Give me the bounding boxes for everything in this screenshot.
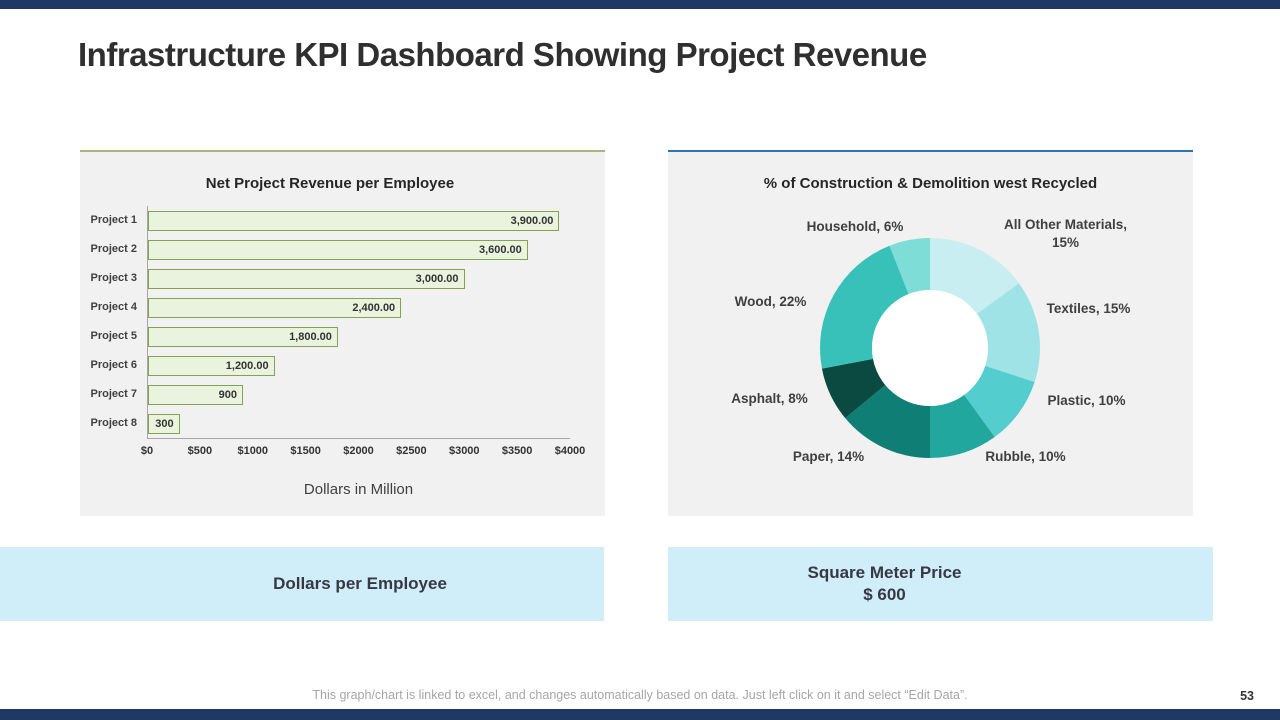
bar-value-label: 900 bbox=[218, 388, 237, 401]
bar-category-labels: Project 1 Project 2 Project 3 Project 4 Proj… bbox=[90, 206, 147, 439]
x-axis-tick: $4000 bbox=[554, 445, 586, 457]
bar-track: 3,900.00 bbox=[148, 206, 570, 235]
bar-category-label: Project 7 bbox=[90, 388, 137, 400]
bar-category-label: Project 5 bbox=[90, 330, 137, 342]
bar-value-label: 3,000.00 bbox=[415, 272, 459, 285]
right-caption-line1: Square Meter Price bbox=[807, 563, 962, 582]
bottom-accent-bar bbox=[0, 709, 1280, 720]
panel-accent-line-blue bbox=[668, 150, 1193, 152]
donut-segment-rubble[interactable] bbox=[930, 394, 995, 458]
right-caption-line2: $ 600 bbox=[863, 585, 906, 604]
bar[interactable]: 900 bbox=[148, 384, 243, 405]
bar-track: 2,400.00 bbox=[148, 293, 570, 322]
bar-plot-area[interactable]: 3,900.00 3,600.00 3,000.00 2,400.00 1,800.00… bbox=[147, 206, 570, 439]
bar[interactable]: 1,800.00 bbox=[148, 326, 338, 347]
donut-label-paper: Paper, 14% bbox=[792, 449, 865, 464]
bar-value-label: 300 bbox=[155, 417, 174, 430]
bar-track: 1,800.00 bbox=[148, 322, 570, 351]
page-title: Infrastructure KPI Dashboard Showing Pro… bbox=[78, 36, 927, 73]
bar-value-label: 3,600.00 bbox=[478, 243, 522, 256]
donut-segment-wood[interactable] bbox=[820, 245, 909, 369]
x-axis-tick: $1500 bbox=[290, 445, 321, 457]
x-axis-tick: $500 bbox=[187, 445, 213, 457]
bar-track: 1,200.00 bbox=[148, 351, 570, 380]
x-axis-tick: $2500 bbox=[396, 445, 427, 457]
donut-label-plastic: Plastic, 10% bbox=[1047, 393, 1126, 408]
bar-value-label: 1,200.00 bbox=[225, 359, 269, 372]
bar-chart[interactable]: Project 1 Project 2 Project 3 Project 4 Proj… bbox=[90, 206, 570, 439]
bar-track: 300 bbox=[148, 409, 570, 438]
bar[interactable]: 3,000.00 bbox=[148, 268, 465, 289]
bar-category-label: Project 3 bbox=[90, 272, 137, 284]
top-accent-bar bbox=[0, 0, 1280, 9]
x-axis-tick: $3000 bbox=[448, 445, 480, 457]
donut-chart-area: Household, 6% All Other Materials, 15% W… bbox=[668, 150, 1193, 516]
donut-label-wood: Wood, 22% bbox=[734, 294, 807, 309]
bar-category-label: Project 2 bbox=[90, 243, 137, 255]
donut-segment-household[interactable] bbox=[889, 238, 930, 295]
left-caption-text: Dollars per Employee bbox=[273, 574, 447, 593]
donut-chart-panel[interactable]: % of Construction & Demolition west Recy… bbox=[668, 150, 1193, 516]
page-number: 53 bbox=[1240, 689, 1254, 703]
donut-segment-asphalt[interactable] bbox=[821, 358, 886, 419]
x-axis-tick: $0 bbox=[140, 445, 154, 457]
bar[interactable]: 3,900.00 bbox=[148, 210, 560, 231]
bar[interactable]: 3,600.00 bbox=[148, 239, 528, 260]
bar-track: 900 bbox=[148, 380, 570, 409]
donut-label-asphalt: Asphalt, 8% bbox=[731, 391, 808, 406]
donut-label-rubble: Rubble, 10% bbox=[985, 449, 1066, 464]
donut-chart-title: % of Construction & Demolition west Recy… bbox=[763, 175, 1098, 192]
x-axis-label: Dollars in Million bbox=[303, 481, 414, 498]
donut-segment-textiles[interactable] bbox=[976, 283, 1040, 382]
donut-segment-all-other-materials[interactable] bbox=[930, 238, 1019, 314]
bar-value-label: 3,900.00 bbox=[510, 214, 554, 227]
bar-value-label: 1,800.00 bbox=[289, 330, 332, 343]
panel-accent-line-green bbox=[80, 150, 605, 152]
left-caption-box: Dollars per Employee bbox=[0, 547, 604, 621]
x-axis-tick: $1000 bbox=[237, 445, 269, 457]
bar-chart-title: Net Project Revenue per Employee bbox=[205, 175, 455, 192]
bar-value-label: 2,400.00 bbox=[352, 301, 396, 314]
bar-category-label: Project 6 bbox=[90, 359, 137, 371]
bar[interactable]: 1,200.00 bbox=[148, 355, 275, 376]
x-axis: $0 $500 $1000 $1500 $2000 $2500 $3000 $3500 $400… bbox=[141, 445, 585, 461]
donut-segment-paper[interactable] bbox=[845, 384, 930, 458]
bar[interactable]: 300 bbox=[148, 413, 180, 434]
x-axis-tick: $3500 bbox=[501, 445, 533, 457]
bar-track: 3,000.00 bbox=[148, 264, 570, 293]
x-axis-tick: $2000 bbox=[343, 445, 374, 457]
bar-category-label: Project 8 bbox=[90, 417, 137, 429]
donut-segment-plastic[interactable] bbox=[964, 365, 1035, 437]
bar-chart-panel[interactable]: Net Project Revenue per Employee Project… bbox=[80, 150, 605, 516]
donut-label-all-other-materials: All Other Materials, 15% bbox=[1003, 217, 1128, 250]
bar-category-label: Project 1 bbox=[90, 214, 137, 226]
bar-category-label: Project 4 bbox=[90, 301, 137, 313]
bar-track: 3,600.00 bbox=[148, 235, 570, 264]
donut-hole bbox=[872, 290, 988, 406]
footer-note: This graph/chart is linked to excel, and… bbox=[312, 688, 968, 702]
donut-label-household: Household, 6% bbox=[806, 219, 904, 234]
donut-label-textiles: Textiles, 15% bbox=[1046, 301, 1131, 316]
donut-chart[interactable] bbox=[820, 238, 1040, 458]
bar[interactable]: 2,400.00 bbox=[148, 297, 402, 318]
right-caption-box: Square Meter Price $ 600 bbox=[668, 547, 1213, 621]
